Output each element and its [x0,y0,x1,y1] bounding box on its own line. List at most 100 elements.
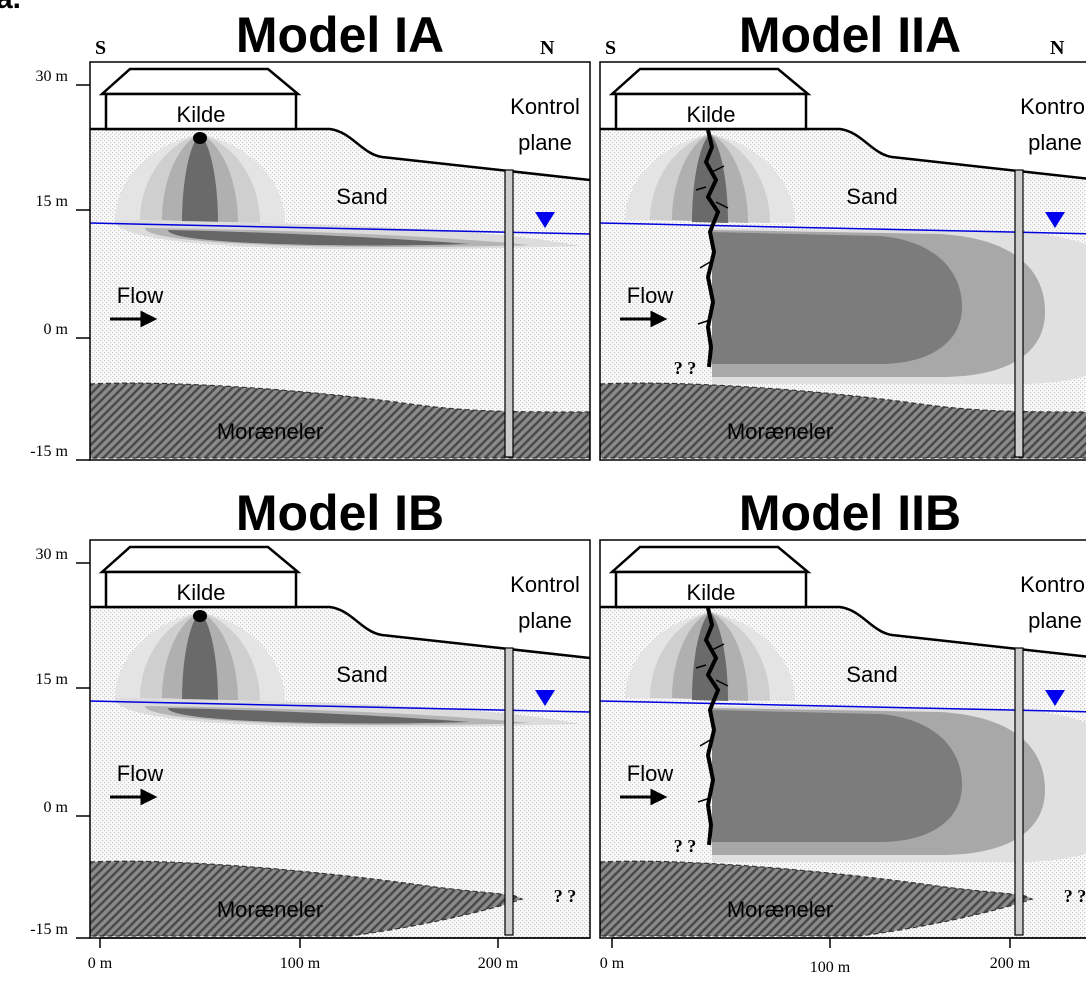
panel-frame [89,61,591,461]
flow-label: Flow [117,283,164,308]
clay-unknown: ? ? [554,886,577,906]
control-well [504,647,514,936]
water-table-marker [535,212,555,228]
ground-surface [600,605,1086,658]
source-label: Kilde [177,580,226,605]
control-plane-label: plane [518,608,572,633]
source-label: Kilde [687,102,736,127]
south-label: S [605,37,616,59]
fracture-branches [695,165,729,325]
flow-label: Flow [117,761,164,786]
panel-title: Model IIB [739,485,961,541]
panel-title: Model IIA [739,7,961,63]
panel-content: ? ? Kilde Kontrol plane Sand Flow Moræneler [600,62,1086,460]
plume-body [712,710,962,842]
y-tick-label: 15 m [36,671,69,688]
house-roof [608,67,812,96]
fracture [703,129,721,368]
panel-content: Kilde Kontrol plane Sand Flow Moræneler [90,62,590,460]
plume-body [712,232,962,364]
moraine-clay [90,860,524,937]
house-box [104,92,298,131]
ground-surface [90,127,590,182]
y-tick-label: -15 m [30,443,68,460]
control-well [504,169,514,458]
flow-label: Flow [627,283,674,308]
control-plane-label: Kontrol [510,94,580,119]
moraine-clay [90,382,590,459]
source-blob [193,610,207,622]
y-tick-label: 30 m [36,546,69,563]
fracture-unknown: ? ? [674,358,697,378]
house-box [614,570,808,609]
flow-arrow [620,788,668,806]
panel-title: Model IB [236,485,444,541]
control-plane-label: Kontrol [1020,94,1086,119]
clay-label: Moræneler [727,419,833,444]
soil-label: Sand [846,184,897,209]
y-tick-label: -15 m [30,921,68,938]
water-table-marker [1045,690,1065,706]
panel: Kilde Kontrol plane Sand Flow Moræneler [89,61,591,461]
control-plane-label: plane [1028,130,1082,155]
source-label: Kilde [177,102,226,127]
source-label: Kilde [687,580,736,605]
panel-title: Model IA [236,7,444,63]
panel-content: ? ? Kilde Kontrol plane Sand Flow Moræneler ? ? [600,540,1086,938]
moraine-clay [600,382,1086,459]
soil-label: Sand [336,662,387,687]
source-blob [193,132,207,144]
clay-label: Moræneler [727,897,833,922]
x-tick-label: 200 m [990,955,1031,972]
x-tick-label: 100 m [810,959,851,976]
y-tick-label: 0 m [44,321,69,338]
control-well [1014,169,1024,458]
x-tick-label: 100 m [280,955,321,972]
fracture-unknown: ? ? [674,836,697,856]
control-plane-label: plane [1028,608,1082,633]
ground-surface [600,127,1086,180]
moraine-clay [600,860,1034,937]
clay-label: Moræneler [217,897,323,922]
ground-surface [90,605,590,660]
fracture-branches [695,643,729,803]
panel: ? ? Kilde Kontrol plane Sand Flow Moræneler [599,61,1086,461]
house-roof [608,545,812,574]
soil-label: Sand [336,184,387,209]
north-label: N [540,37,555,59]
panel: ? ? Kilde Kontrol plane Sand Flow Moræneler ? ? [599,539,1086,939]
x-tick-label: 0 m [600,955,625,972]
control-plane-label: plane [518,130,572,155]
y-tick-label: 15 m [36,193,69,210]
figure-label: a. [0,0,21,15]
water-table-marker [1045,212,1065,228]
house-box [104,570,298,609]
plume-fan [692,612,728,701]
plume-fan [182,134,218,223]
north-label: N [1050,37,1065,59]
y-tick-label: 0 m [44,799,69,816]
fracture [703,607,721,846]
plume-fan [182,612,218,701]
flow-arrow [110,310,158,328]
panel-frame [599,61,1086,461]
plume-fan [692,134,728,223]
clay-unknown: ? ? [1064,886,1086,906]
panel-content: Kilde Kontrol plane Sand Flow Moræneler ? ? [90,540,590,938]
control-plane-label: Kontrol [510,572,580,597]
clay-label: Moræneler [217,419,323,444]
x-tick-label: 0 m [88,955,113,972]
plume-tail [168,230,470,246]
water-table-marker [535,690,555,706]
house-box [614,92,808,131]
flow-arrow [620,310,668,328]
x-tick-label: 200 m [478,955,519,972]
panel: Kilde Kontrol plane Sand Flow Moræneler ? ? [89,539,591,939]
soil-label: Sand [846,662,897,687]
plume-tail [168,708,470,724]
control-well [1014,647,1024,936]
house-roof [98,545,302,574]
flow-label: Flow [627,761,674,786]
south-label: S [95,37,106,59]
